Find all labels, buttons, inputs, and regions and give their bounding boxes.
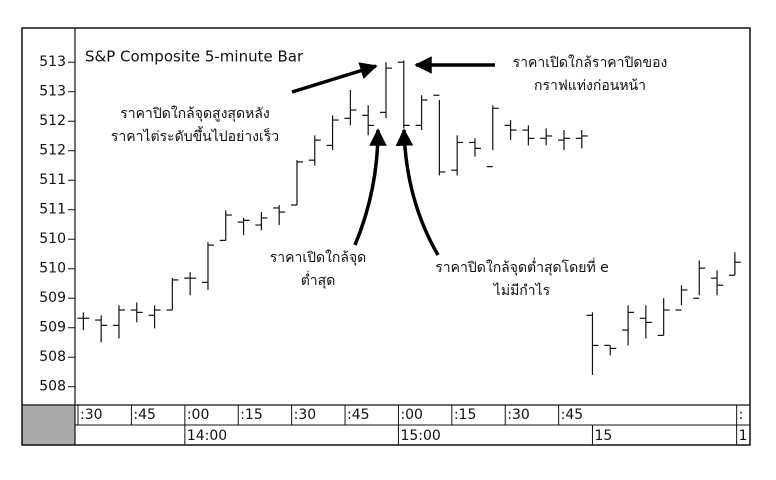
annotation: ไม่มีกำไร (493, 282, 551, 299)
y-tick-label: 510 (39, 231, 66, 247)
annotation: ราคาเปิดใกล้ราคาปิดของ (513, 54, 668, 71)
x-major-label: 14:00 (187, 428, 227, 444)
y-tick-label: 509 (39, 290, 66, 306)
annotation: ต่ำสุด (301, 271, 336, 289)
annotation: ราคาปิดใกล้จุดต่ำสุดโดยที่ e (435, 258, 608, 276)
y-tick-label: 509 (39, 320, 66, 336)
arrow (395, 128, 440, 256)
frame (21, 27, 751, 446)
x-tick-label: :45 (133, 407, 156, 423)
arrow (353, 128, 387, 246)
y-tick-label: 511 (39, 172, 66, 188)
x-tick-label: :15 (454, 407, 477, 423)
x-tick-label: :00 (187, 407, 210, 423)
y-tick-label: 512 (39, 143, 66, 159)
y-tick-label: 508 (39, 379, 66, 395)
annotation: ราคาเปิดใกล้จุด (270, 249, 367, 266)
x-tick-label: :45 (561, 407, 584, 423)
y-tick-label: 510 (39, 261, 66, 277)
chart-title: S&P Composite 5-minute Bar (85, 48, 304, 66)
x-tick-label: :30 (507, 407, 530, 423)
arrow (291, 62, 378, 94)
x-major-label: 1 (739, 428, 748, 444)
x-tick-label: : (739, 407, 744, 423)
y-tick-label: 513 (39, 84, 66, 100)
x-tick-label: :15 (240, 407, 263, 423)
x-tick-label: :30 (294, 407, 317, 423)
corner-box (22, 405, 75, 445)
x-tick-label: :30 (80, 407, 103, 423)
x-tick-label: :00 (400, 407, 423, 423)
arrows (291, 56, 495, 256)
annotation: ราคาไต่ระดับขึ้นไปอย่างเร็ว (111, 126, 279, 145)
y-tick-label: 508 (39, 349, 66, 365)
annotation: ราคาปิดใกล้จุดสูงสุดหลัง (120, 105, 269, 122)
x-tick-label: :45 (347, 407, 370, 423)
annotation: กราฟแท่งก่อนหน้า (534, 78, 646, 94)
x-major-label: 15 (594, 428, 612, 444)
y-tick-label: 511 (39, 202, 66, 218)
y-tick-label: 513 (39, 54, 66, 70)
x-major-label: 15:00 (400, 428, 440, 444)
y-tick-label: 512 (39, 113, 66, 129)
